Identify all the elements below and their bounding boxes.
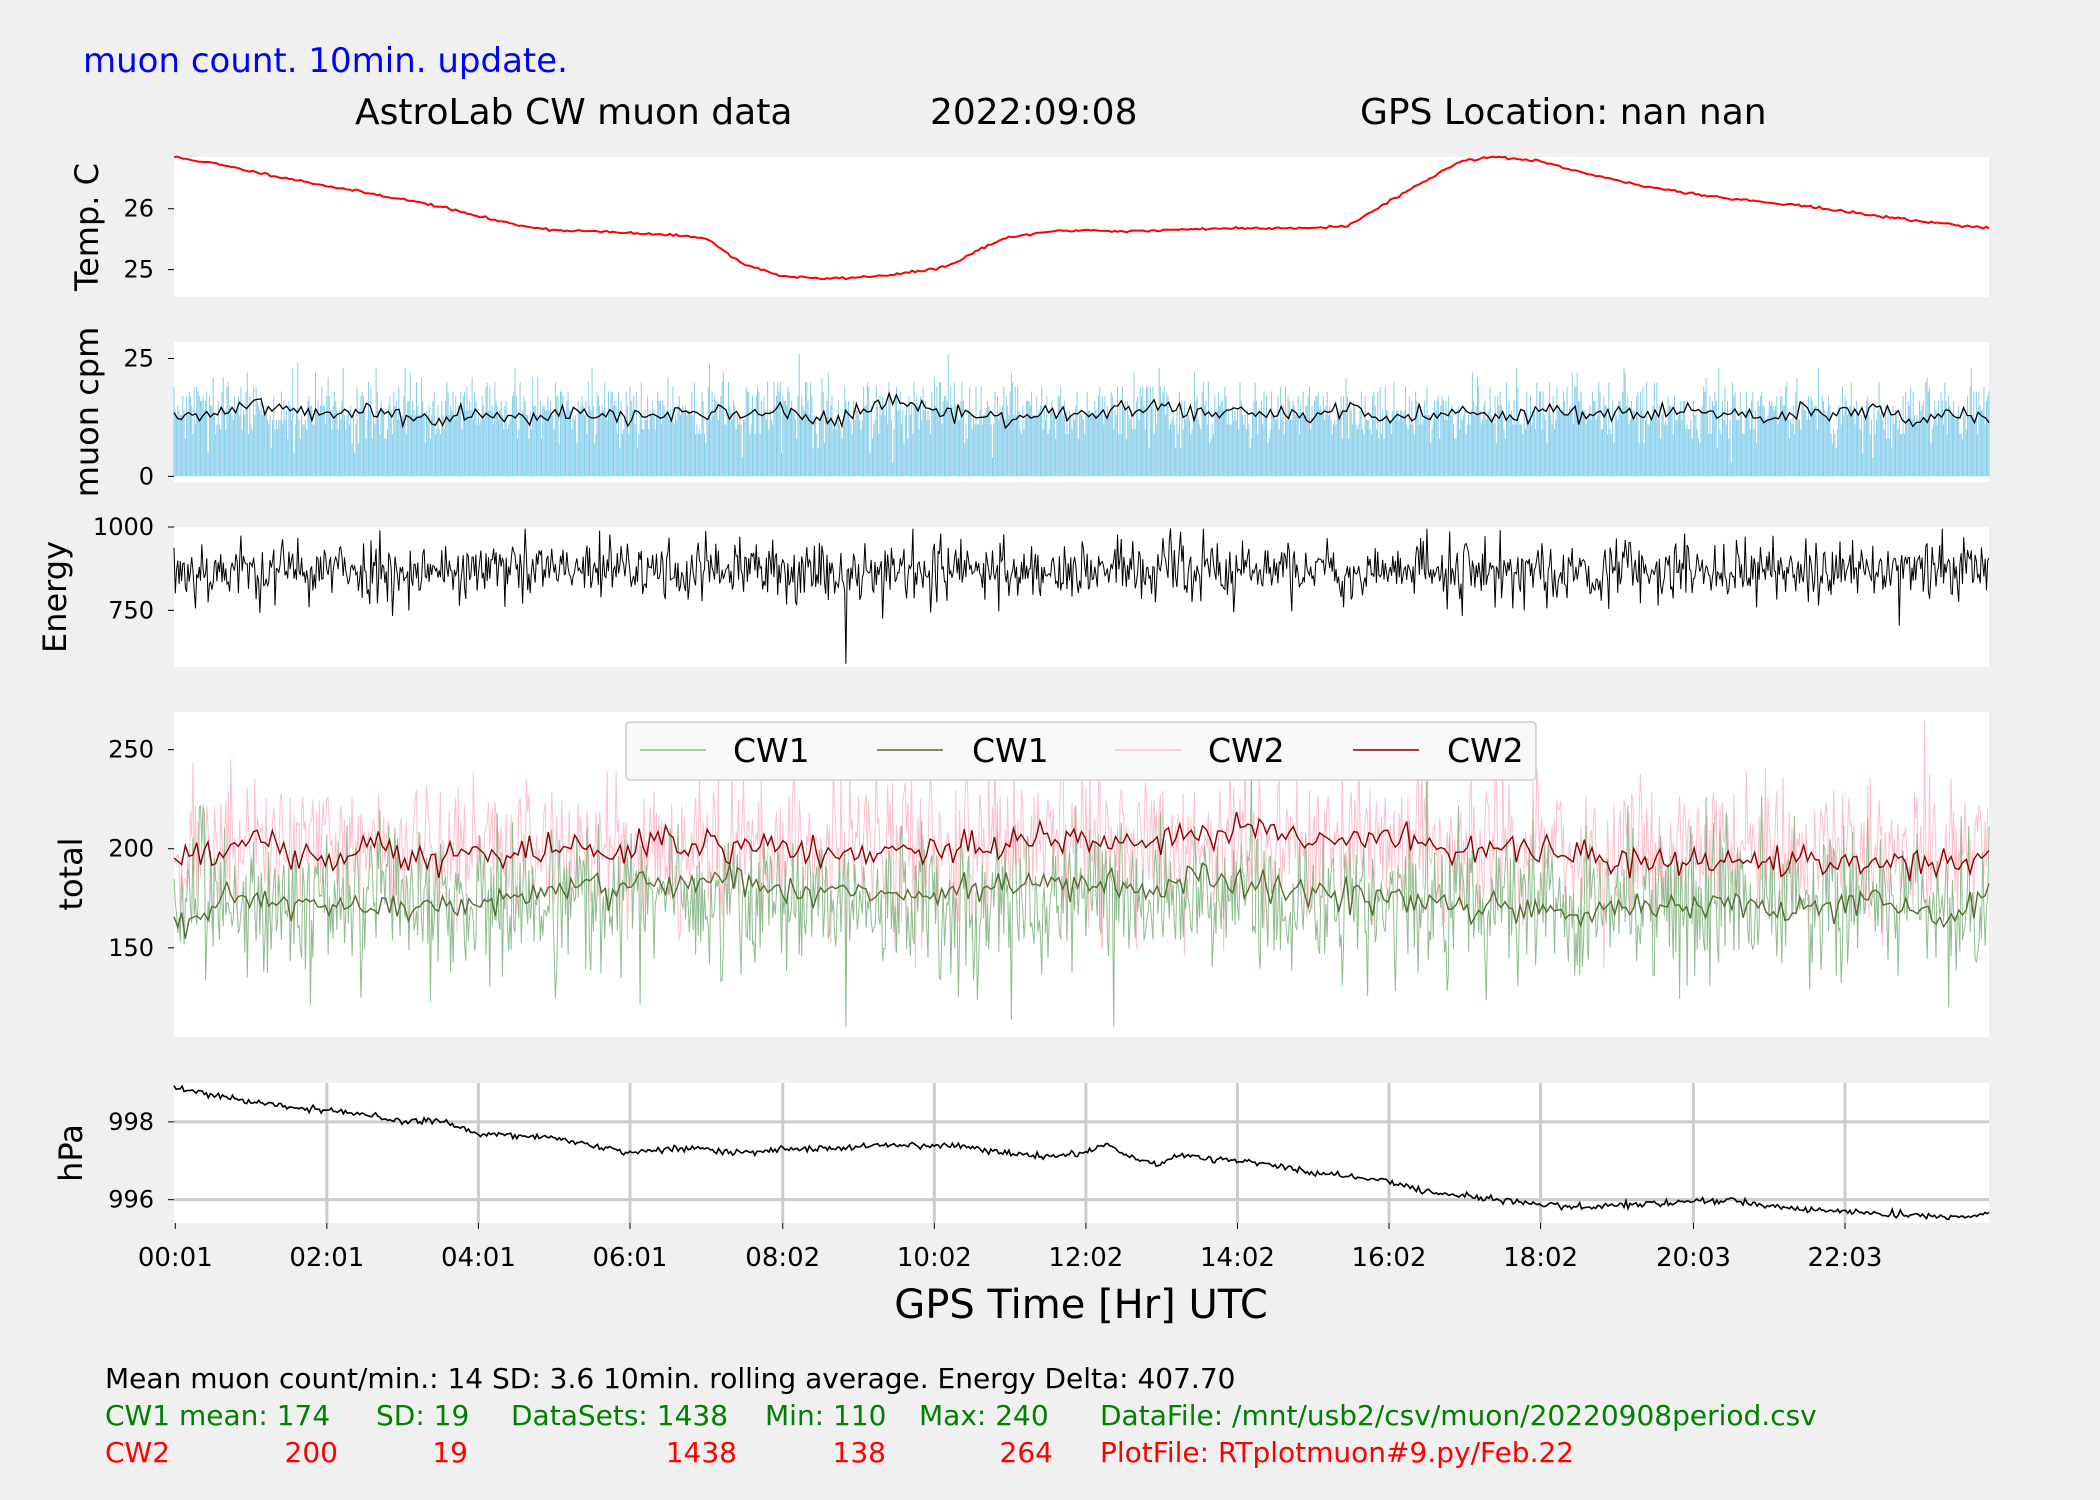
total-raw-cw2 — [173, 721, 1990, 972]
temperature-panel: 25 26 Temp. C — [68, 155, 1990, 297]
energy-ylabel: Energy — [36, 541, 74, 653]
total-legend: CW1 CW1 CW2 CW2 — [625, 721, 1537, 781]
energy-ytick-label: 1000 — [93, 513, 154, 541]
total-ytick-label: 250 — [108, 736, 154, 764]
update-note: muon count. 10min. update. — [83, 41, 568, 81]
muon-panel-bg — [174, 342, 1989, 482]
temperature-series — [173, 155, 1990, 281]
x-tick-label: 18:02 — [1503, 1243, 1578, 1273]
cw1-sd: SD: 19 — [376, 1399, 469, 1432]
x-tick-label: 10:02 — [897, 1243, 972, 1273]
total-line-cw1 — [173, 862, 1990, 939]
muon-bar-set — [173, 353, 1990, 477]
legend-label-cw2-raw: CW2 — [1208, 731, 1285, 770]
pressure-yticks: 996 998 — [108, 1108, 174, 1214]
muon-bars — [173, 353, 1990, 477]
pressure-grid — [174, 1083, 1989, 1223]
temperature-panel-bg — [174, 157, 1989, 297]
total-ytick-label: 150 — [108, 934, 154, 962]
muon-panel: 0 25 muon cpm — [68, 327, 1990, 498]
x-tick-label: 04:01 — [441, 1243, 516, 1273]
cw2-sd: 19 — [432, 1436, 468, 1469]
pressure-line-series — [173, 1084, 1990, 1221]
cw1-max: Max: 240 — [919, 1399, 1049, 1432]
cw2-max: 264 — [1000, 1436, 1053, 1469]
total-yticks: 150 200 250 — [108, 736, 174, 962]
muon-ytick-label: 25 — [123, 344, 154, 372]
x-tick-label: 00:01 — [138, 1243, 213, 1273]
temperature-ylabel: Temp. C — [68, 163, 106, 292]
x-tick-label: 14:02 — [1200, 1243, 1275, 1273]
x-tick-label: 08:02 — [745, 1243, 820, 1273]
x-tick-label: 22:03 — [1808, 1243, 1883, 1273]
pressure-panel: 996 998 hPa — [52, 1083, 1990, 1223]
stats-line1: Mean muon count/min.: 14 SD: 3.6 10min. … — [105, 1362, 1235, 1395]
pressure-ytick-label: 996 — [108, 1186, 154, 1214]
energy-yticks: 750 1000 — [93, 513, 174, 624]
x-tick-label: 20:03 — [1656, 1243, 1731, 1273]
temp-ytick-label: 25 — [123, 256, 154, 284]
pressure-ylabel: hPa — [52, 1124, 90, 1182]
energy-raw-series — [173, 528, 1990, 664]
temperature-yticks: 25 26 — [123, 195, 174, 284]
total-ylabel: total — [52, 837, 90, 910]
legend-label-cw2-avg: CW2 — [1447, 731, 1524, 770]
total-raw-cw1 — [173, 769, 1990, 1028]
muon-ytick-label: 0 — [139, 462, 154, 490]
pressure-ytick-label: 998 — [108, 1108, 154, 1136]
x-tick-label: 02:01 — [289, 1243, 364, 1273]
energy-ytick-label: 750 — [108, 596, 154, 624]
energy-panel: 750 1000 Energy — [36, 513, 1990, 667]
total-panel: 150 200 250 total CW1 CW1 CW2 CW2 — [52, 712, 1990, 1037]
pressure-series — [173, 1084, 1990, 1221]
legend-box — [625, 721, 1537, 781]
gps-location: GPS Location: nan nan — [1360, 92, 1767, 133]
x-axis-ticks: 00:01 02:01 04:01 06:01 08:02 10:02 12:02 14:02… — [138, 1223, 1883, 1273]
total-ytick-label: 200 — [108, 835, 154, 863]
cw2-datasets: 1438 — [666, 1436, 737, 1469]
cw1-mean: CW1 mean: 174 — [105, 1399, 330, 1432]
temp-line-series — [173, 155, 1990, 281]
cw1-datafile: DataFile: /mnt/usb2/csv/muon/20220908per… — [1100, 1399, 1817, 1432]
x-tick-label: 16:02 — [1352, 1243, 1427, 1273]
cw2-plotfile: PlotFile: RTplotmuon#9.py/Feb.22 — [1100, 1436, 1574, 1469]
cw2-min: 138 — [833, 1436, 886, 1469]
figure-date: 2022:09:08 — [930, 92, 1138, 133]
stats-cw1: CW1 mean: 174 SD: 19 DataSets: 1438 Min:… — [105, 1399, 1817, 1432]
x-tick-label: 06:01 — [593, 1243, 668, 1273]
total-series — [173, 721, 1990, 1028]
muon-yticks: 0 25 — [123, 344, 174, 490]
cw1-datasets: DataSets: 1438 — [511, 1399, 728, 1432]
cw1-min: Min: 110 — [765, 1399, 886, 1432]
x-tick-label: 12:02 — [1048, 1243, 1123, 1273]
muon-ylabel: muon cpm — [68, 327, 106, 498]
x-axis-label: GPS Time [Hr] UTC — [894, 1282, 1268, 1328]
figure-title: AstroLab CW muon data — [355, 92, 792, 133]
cw2-label: CW2 — [105, 1436, 170, 1469]
cw2-mean: 200 — [285, 1436, 338, 1469]
muon-line-series — [173, 391, 1990, 430]
legend-label-cw1-avg: CW1 — [972, 731, 1049, 770]
muon-series — [173, 391, 1990, 430]
temp-ytick-label: 26 — [123, 195, 154, 223]
total-line-cw2 — [173, 811, 1990, 881]
stats-cw2: CW2 200 19 1438 138 264 PlotFile: RTplot… — [105, 1436, 1574, 1469]
legend-label-cw1-raw: CW1 — [733, 731, 810, 770]
energy-series — [173, 528, 1990, 664]
